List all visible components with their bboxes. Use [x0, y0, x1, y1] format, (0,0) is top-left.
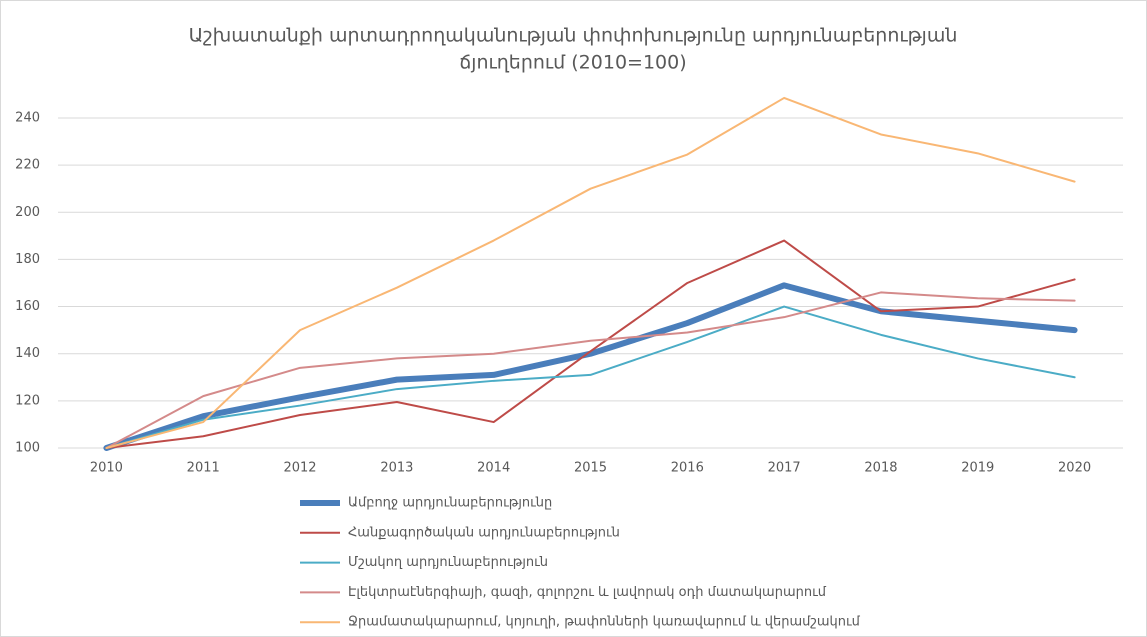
x-tick-label: 2015 [574, 461, 607, 476]
x-tick-label: 2014 [477, 461, 510, 476]
y-tick-label: 120 [15, 393, 40, 408]
series-line [105, 291, 1076, 449]
y-tick-label: 240 [15, 110, 40, 125]
legend-label: Էլեկտրաէներգիայի, գազի, գոլորշու և լավոր… [348, 585, 827, 600]
series-line [105, 96, 1076, 449]
x-tick-label: 2018 [864, 461, 897, 476]
legend-label: Հանքագործական արդյունաբերություն [348, 525, 620, 540]
x-tick-label: 2020 [1058, 461, 1091, 476]
y-tick-label: 100 [15, 441, 40, 456]
y-tick-label: 200 [15, 205, 40, 220]
x-tick-label: 2013 [380, 461, 413, 476]
series-line [105, 239, 1076, 449]
chart-title: ճյուղերում (2010=100) [459, 52, 686, 74]
y-tick-label: 160 [15, 299, 40, 314]
x-tick-label: 2010 [90, 461, 123, 476]
series-line [105, 305, 1076, 449]
series-line [103, 282, 1078, 451]
x-tick-label: 2017 [768, 461, 801, 476]
x-tick-label: 2019 [961, 461, 994, 476]
legend-label: Մշակող արդյունաբերություն [348, 555, 548, 570]
legend-label: Ջրամատակարարում, կոյուղի, թափոնների կառա… [348, 615, 861, 630]
x-tick-label: 2011 [187, 461, 220, 476]
legend-label: Ամբողջ արդյունաբերությունը [348, 496, 552, 511]
y-tick-label: 180 [15, 252, 40, 267]
x-tick-label: 2016 [671, 461, 704, 476]
chart-title: Աշխատանքի արտադրողականության փոփոխությու… [189, 25, 958, 47]
x-tick-label: 2012 [283, 461, 316, 476]
y-tick-label: 220 [15, 158, 40, 173]
y-tick-label: 140 [15, 346, 40, 361]
